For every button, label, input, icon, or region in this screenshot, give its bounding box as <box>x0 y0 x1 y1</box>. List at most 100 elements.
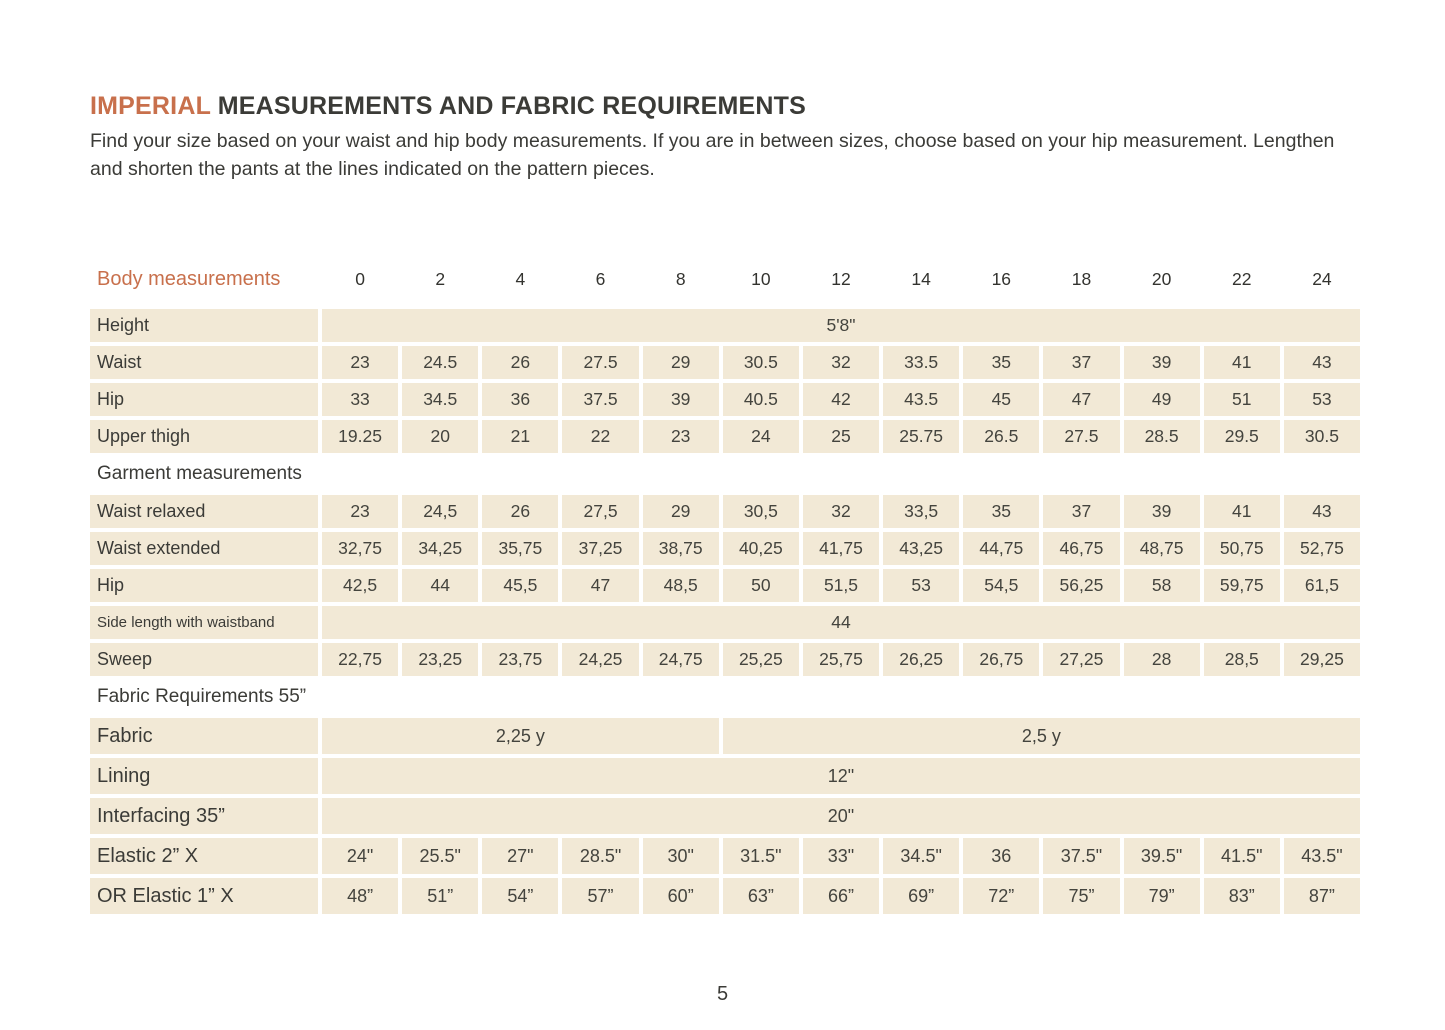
table-cell: 23 <box>642 420 719 453</box>
table-cell: 23 <box>322 346 399 379</box>
table-cell: 37 <box>1043 346 1120 379</box>
table-row: Sweep 22,75 23,25 23,75 24,25 24,75 25,25 25,75… <box>90 643 1360 676</box>
size-column-header-22: 22 <box>1232 268 1252 289</box>
table-row: Fabric 2,25 y 2,5 y <box>90 718 1360 754</box>
span-cell: 20" <box>322 798 1360 834</box>
table-cell: 37.5" <box>1043 838 1120 874</box>
table-row: Height 5'8" <box>90 309 1360 342</box>
table-cell: 56,25 <box>1043 569 1120 602</box>
size-column-header-0: 0 <box>355 268 365 289</box>
page-title: IMPERIAL MEASUREMENTS AND FABRIC REQUIRE… <box>90 92 1360 121</box>
table-cell: 19.25 <box>322 420 399 453</box>
table-cell: 79” <box>1123 878 1200 914</box>
row-label: Waist relaxed <box>90 495 318 528</box>
table-row: Interfacing 35” 20" <box>90 798 1360 834</box>
table-header-row: Body measurements 0 2 4 6 8 10 12 14 16 18 20 22 24 <box>90 254 1360 304</box>
size-column-header-4: 4 <box>515 268 526 289</box>
table-row: Waist 23 24.5 26 27.5 29 30.5 32 33.5 35 37 39 41 43 <box>90 346 1360 379</box>
table-cell: 27,25 <box>1043 643 1120 676</box>
table-cell: 43.5" <box>1283 838 1360 874</box>
table-cell: 45 <box>963 383 1040 416</box>
table-cell: 27.5 <box>1043 420 1120 453</box>
table-cell: 27.5 <box>562 346 639 379</box>
table-cell: 53 <box>883 569 960 602</box>
table-cell: 51” <box>402 878 479 914</box>
table-cell: 45,5 <box>482 569 559 602</box>
table-cell: 20 <box>402 420 479 453</box>
table-cell: 54” <box>482 878 559 914</box>
table-cell: 29.5 <box>1203 420 1280 453</box>
row-label: Waist extended <box>90 532 318 565</box>
table-cell: 47 <box>1043 383 1120 416</box>
table-cell: 69” <box>883 878 960 914</box>
table-cell: 34,25 <box>402 532 479 565</box>
table-cell: 37,25 <box>562 532 639 565</box>
table-cell: 44 <box>402 569 479 602</box>
row-label: Hip <box>90 383 318 416</box>
table-cell: 30" <box>642 838 719 874</box>
table-cell: 42,5 <box>322 569 399 602</box>
table-cell: 35,75 <box>482 532 559 565</box>
table-cell: 60” <box>642 878 719 914</box>
table-cell: 44,75 <box>963 532 1040 565</box>
size-column-header-20: 20 <box>1151 268 1172 289</box>
table-row: OR Elastic 1” X 48” 51” 54” 57” 60” 63” 66” 69” 7… <box>90 878 1360 914</box>
row-label: OR Elastic 1” X <box>90 878 318 914</box>
table-cell: 22,75 <box>322 643 399 676</box>
table-cell: 53 <box>1283 383 1360 416</box>
span-cell: 2,25 y <box>322 718 719 754</box>
table-row: Lining 12" <box>90 758 1360 794</box>
span-cell: 2,5 y <box>722 718 1360 754</box>
table-cell: 24.5 <box>402 346 479 379</box>
table-cell: 26.5 <box>963 420 1040 453</box>
size-table: Body measurements 0 2 4 6 8 10 12 14 16 18 20 22 24 He… <box>90 254 1360 918</box>
table-cell: 24 <box>722 420 799 453</box>
table-cell: 26 <box>482 346 559 379</box>
table-cell: 39.5" <box>1123 838 1200 874</box>
page-header: IMPERIAL MEASUREMENTS AND FABRIC REQUIRE… <box>90 92 1360 184</box>
header-label: Body measurements <box>97 267 281 290</box>
span-cell: 44 <box>322 606 1360 639</box>
size-column-header-16: 16 <box>991 268 1012 289</box>
table-cell: 48” <box>322 878 399 914</box>
table-row: Elastic 2” X 24" 25.5" 27" 28.5" 30" 31.5" 33" 3… <box>90 838 1360 874</box>
table-cell: 38,75 <box>642 532 719 565</box>
table-row: Upper thigh 19.25 20 21 22 23 24 25 25.75 26.5 27.… <box>90 420 1360 453</box>
table-cell: 24,25 <box>562 643 639 676</box>
table-cell: 33 <box>322 383 399 416</box>
table-cell: 61,5 <box>1283 569 1360 602</box>
table-cell: 50,75 <box>1203 532 1280 565</box>
table-cell: 43,25 <box>883 532 960 565</box>
table-cell: 26,75 <box>963 643 1040 676</box>
table-cell: 40,25 <box>722 532 799 565</box>
table-cell: 30.5 <box>722 346 799 379</box>
table-cell: 23,25 <box>402 643 479 676</box>
table-cell: 23 <box>322 495 399 528</box>
table-cell: 48,5 <box>642 569 719 602</box>
table-cell: 54,5 <box>963 569 1040 602</box>
table-cell: 24,5 <box>402 495 479 528</box>
table-cell: 41,75 <box>802 532 880 565</box>
size-column-header-2: 2 <box>435 268 446 289</box>
table-cell: 49 <box>1123 383 1200 416</box>
table-cell: 43 <box>1283 495 1360 528</box>
table-row: Hip 42,5 44 45,5 47 48,5 50 51,5 53 54,5 56,25 58 59… <box>90 569 1360 602</box>
table-cell: 30,5 <box>722 495 799 528</box>
table-cell: 83” <box>1203 878 1280 914</box>
table-cell: 37 <box>1043 495 1120 528</box>
table-cell: 32 <box>802 346 880 379</box>
table-cell: 28 <box>1123 643 1200 676</box>
table-cell: 25 <box>802 420 880 453</box>
table-row: Side length with waistband 44 <box>90 606 1360 639</box>
table-cell: 57” <box>562 878 639 914</box>
row-label: Fabric <box>90 718 318 754</box>
table-cell: 36 <box>482 383 559 416</box>
page-number: 5 <box>716 983 729 1005</box>
table-cell: 51,5 <box>802 569 880 602</box>
table-cell: 87” <box>1283 878 1360 914</box>
size-column-header-14: 14 <box>911 268 931 289</box>
table-cell: 51 <box>1203 383 1280 416</box>
table-cell: 25.75 <box>883 420 960 453</box>
table-cell: 41 <box>1203 495 1280 528</box>
